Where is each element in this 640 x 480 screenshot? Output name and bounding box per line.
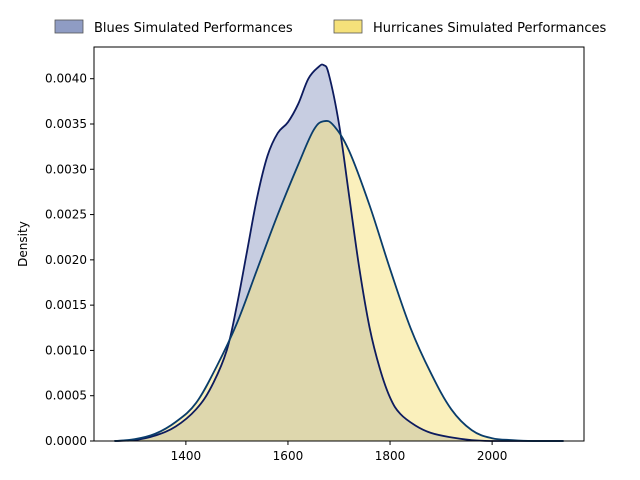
density-line-hurricanes bbox=[114, 119, 564, 442]
legend-swatch-blues bbox=[54, 19, 84, 34]
legend-swatch-hurricanes bbox=[333, 19, 363, 34]
x-axis: 1400 1600 1800 2000 bbox=[171, 441, 508, 463]
y-tick-label: 0.0035 bbox=[45, 117, 87, 131]
y-tick-label: 0.0005 bbox=[45, 389, 87, 403]
density-line-blues bbox=[114, 63, 564, 442]
y-tick-label: 0.0025 bbox=[45, 208, 87, 222]
legend-label-hurricanes: Hurricanes Simulated Performances bbox=[373, 21, 607, 36]
y-tick-label: 0.0000 bbox=[45, 434, 87, 448]
y-axis: 0.0000 0.0005 0.0010 0.0015 0.0020 0.0025 0.00… bbox=[45, 72, 94, 448]
legend: Blues Simulated Performances Hurricanes … bbox=[54, 19, 607, 36]
legend-label-blues: Blues Simulated Performances bbox=[94, 21, 293, 36]
x-tick-label: 1400 bbox=[171, 449, 202, 463]
y-tick-label: 0.0040 bbox=[45, 72, 87, 86]
x-tick-label: 2000 bbox=[477, 449, 508, 463]
plot-area bbox=[114, 63, 564, 442]
x-tick-label: 1600 bbox=[273, 449, 304, 463]
x-tick-label: 1800 bbox=[375, 449, 406, 463]
y-axis-label: Density bbox=[16, 221, 30, 267]
plot-frame bbox=[93, 46, 585, 442]
y-tick-label: 0.0020 bbox=[45, 253, 87, 267]
y-tick-label: 0.0010 bbox=[45, 343, 87, 357]
y-tick-label: 0.0015 bbox=[45, 298, 87, 312]
density-area-hurricanes bbox=[114, 120, 564, 441]
y-tick-label: 0.0030 bbox=[45, 162, 87, 176]
